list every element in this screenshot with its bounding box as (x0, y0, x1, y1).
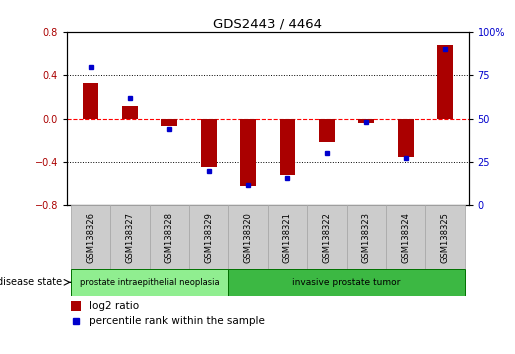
Text: prostate intraepithelial neoplasia: prostate intraepithelial neoplasia (80, 278, 219, 287)
Bar (189, 205, 229, 269)
Bar (437, 45, 453, 119)
Bar (71, 269, 229, 296)
Bar (83, 83, 98, 119)
Bar (398, 119, 414, 156)
Bar (386, 205, 425, 269)
Bar (425, 205, 465, 269)
Bar (307, 205, 347, 269)
Text: GSM138323: GSM138323 (362, 212, 371, 263)
Bar (71, 301, 81, 311)
Title: GDS2443 / 4464: GDS2443 / 4464 (213, 18, 322, 31)
Bar (71, 205, 110, 269)
Bar (110, 205, 150, 269)
Text: disease state: disease state (0, 277, 62, 287)
Text: GSM138325: GSM138325 (440, 212, 450, 263)
Text: invasive prostate tumor: invasive prostate tumor (293, 278, 401, 287)
Bar (122, 105, 138, 119)
Bar (229, 205, 268, 269)
Text: GSM138324: GSM138324 (401, 212, 410, 263)
Text: GSM138329: GSM138329 (204, 212, 213, 263)
Text: GSM138322: GSM138322 (322, 212, 331, 263)
Text: GSM138328: GSM138328 (165, 212, 174, 263)
Text: GSM138320: GSM138320 (244, 212, 253, 263)
Bar (150, 205, 189, 269)
Bar (319, 119, 335, 142)
Text: percentile rank within the sample: percentile rank within the sample (89, 316, 265, 326)
Text: GSM138327: GSM138327 (126, 212, 134, 263)
Text: GSM138321: GSM138321 (283, 212, 292, 263)
Bar (201, 119, 217, 167)
Bar (268, 205, 307, 269)
Bar (358, 119, 374, 123)
Bar (229, 269, 465, 296)
Bar (162, 119, 177, 126)
Text: GSM138326: GSM138326 (86, 212, 95, 263)
Text: log2 ratio: log2 ratio (89, 301, 139, 311)
Bar (240, 119, 256, 186)
Bar (347, 205, 386, 269)
Bar (280, 119, 296, 175)
